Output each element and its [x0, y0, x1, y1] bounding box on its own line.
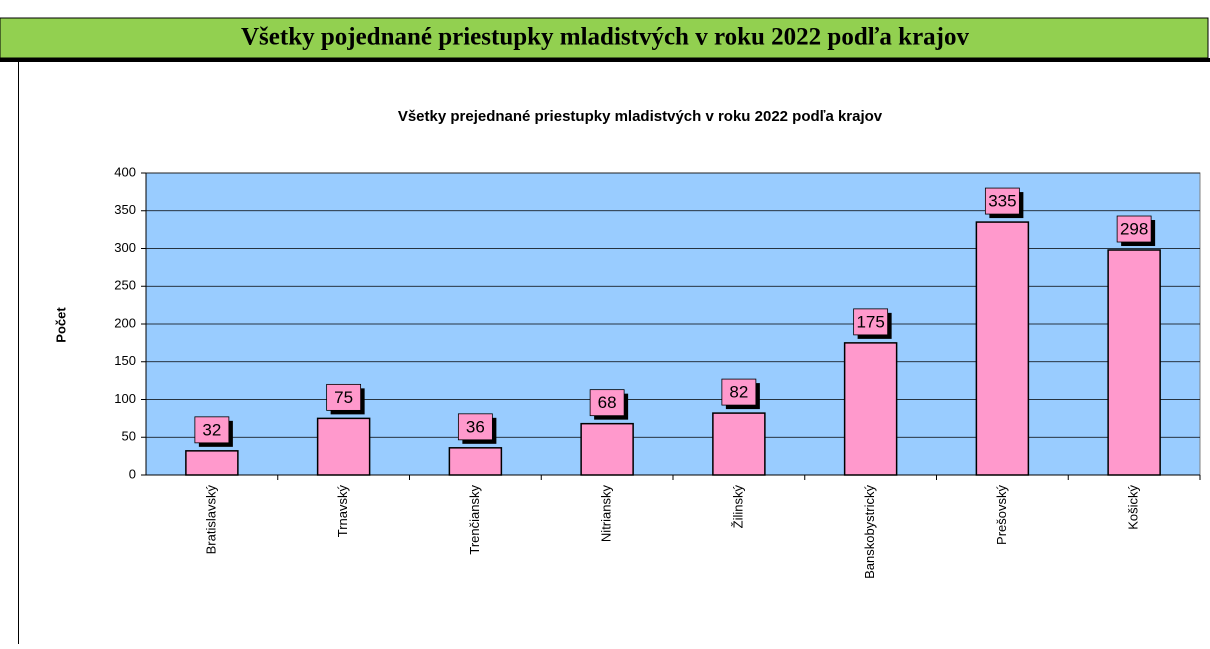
label-box — [853, 308, 889, 336]
y-tick-label: 50 — [122, 429, 136, 444]
x-tick-label: Nitriansky — [599, 485, 614, 543]
label-box — [457, 413, 493, 441]
label-box — [1116, 215, 1152, 243]
label-box — [194, 416, 230, 444]
bar — [712, 412, 766, 476]
bar — [975, 221, 1030, 476]
bar — [1107, 249, 1161, 476]
y-tick-label: 100 — [114, 391, 136, 406]
label-box — [721, 378, 757, 406]
x-tick-label: Bratislavský — [203, 485, 218, 555]
label-box — [326, 383, 362, 411]
label-box — [589, 389, 625, 417]
y-tick-label: 150 — [114, 353, 136, 368]
plot: 0 50 100 150 200 250 300 350 400 Bratislavský 32 Tr… — [114, 164, 1201, 579]
y-tick-label: 250 — [114, 278, 136, 293]
y-tick-label: 300 — [114, 240, 136, 255]
y-axis-title: Počet — [53, 307, 68, 343]
data-label: 175 — [856, 312, 884, 331]
y-tick-label: 200 — [114, 315, 136, 330]
header-bar — [0, 17, 1209, 59]
y-tick-label: 350 — [114, 202, 136, 217]
x-tick-label: Trnavský — [335, 485, 350, 538]
bar — [843, 342, 898, 476]
data-label: 68 — [598, 393, 617, 412]
bar — [185, 450, 239, 476]
label-box — [984, 187, 1020, 215]
y-tick-label: 400 — [114, 164, 136, 179]
x-tick-label: Prešovský — [994, 485, 1009, 545]
bar — [316, 417, 371, 476]
data-label: 75 — [334, 388, 353, 407]
data-label: 298 — [1120, 219, 1148, 238]
y-tick-label: 0 — [129, 466, 136, 481]
header-shadow — [0, 58, 1210, 62]
x-tick-label: Banskobystrický — [862, 485, 877, 579]
bar — [580, 422, 634, 476]
data-label: 82 — [729, 383, 748, 402]
chart-title: Všetky prejednané priestupky mladistvých… — [398, 108, 883, 125]
header-title: Všetky pojednané priestupky mladistvých … — [241, 24, 970, 51]
data-label: 36 — [466, 417, 485, 436]
data-label: 32 — [202, 420, 221, 439]
x-tick-label: Košický — [1126, 485, 1141, 530]
x-tick-label: Trenčiansky — [467, 485, 482, 555]
data-label: 335 — [988, 192, 1016, 211]
x-tick-label: Žilinský — [730, 485, 745, 529]
bar — [448, 447, 503, 476]
